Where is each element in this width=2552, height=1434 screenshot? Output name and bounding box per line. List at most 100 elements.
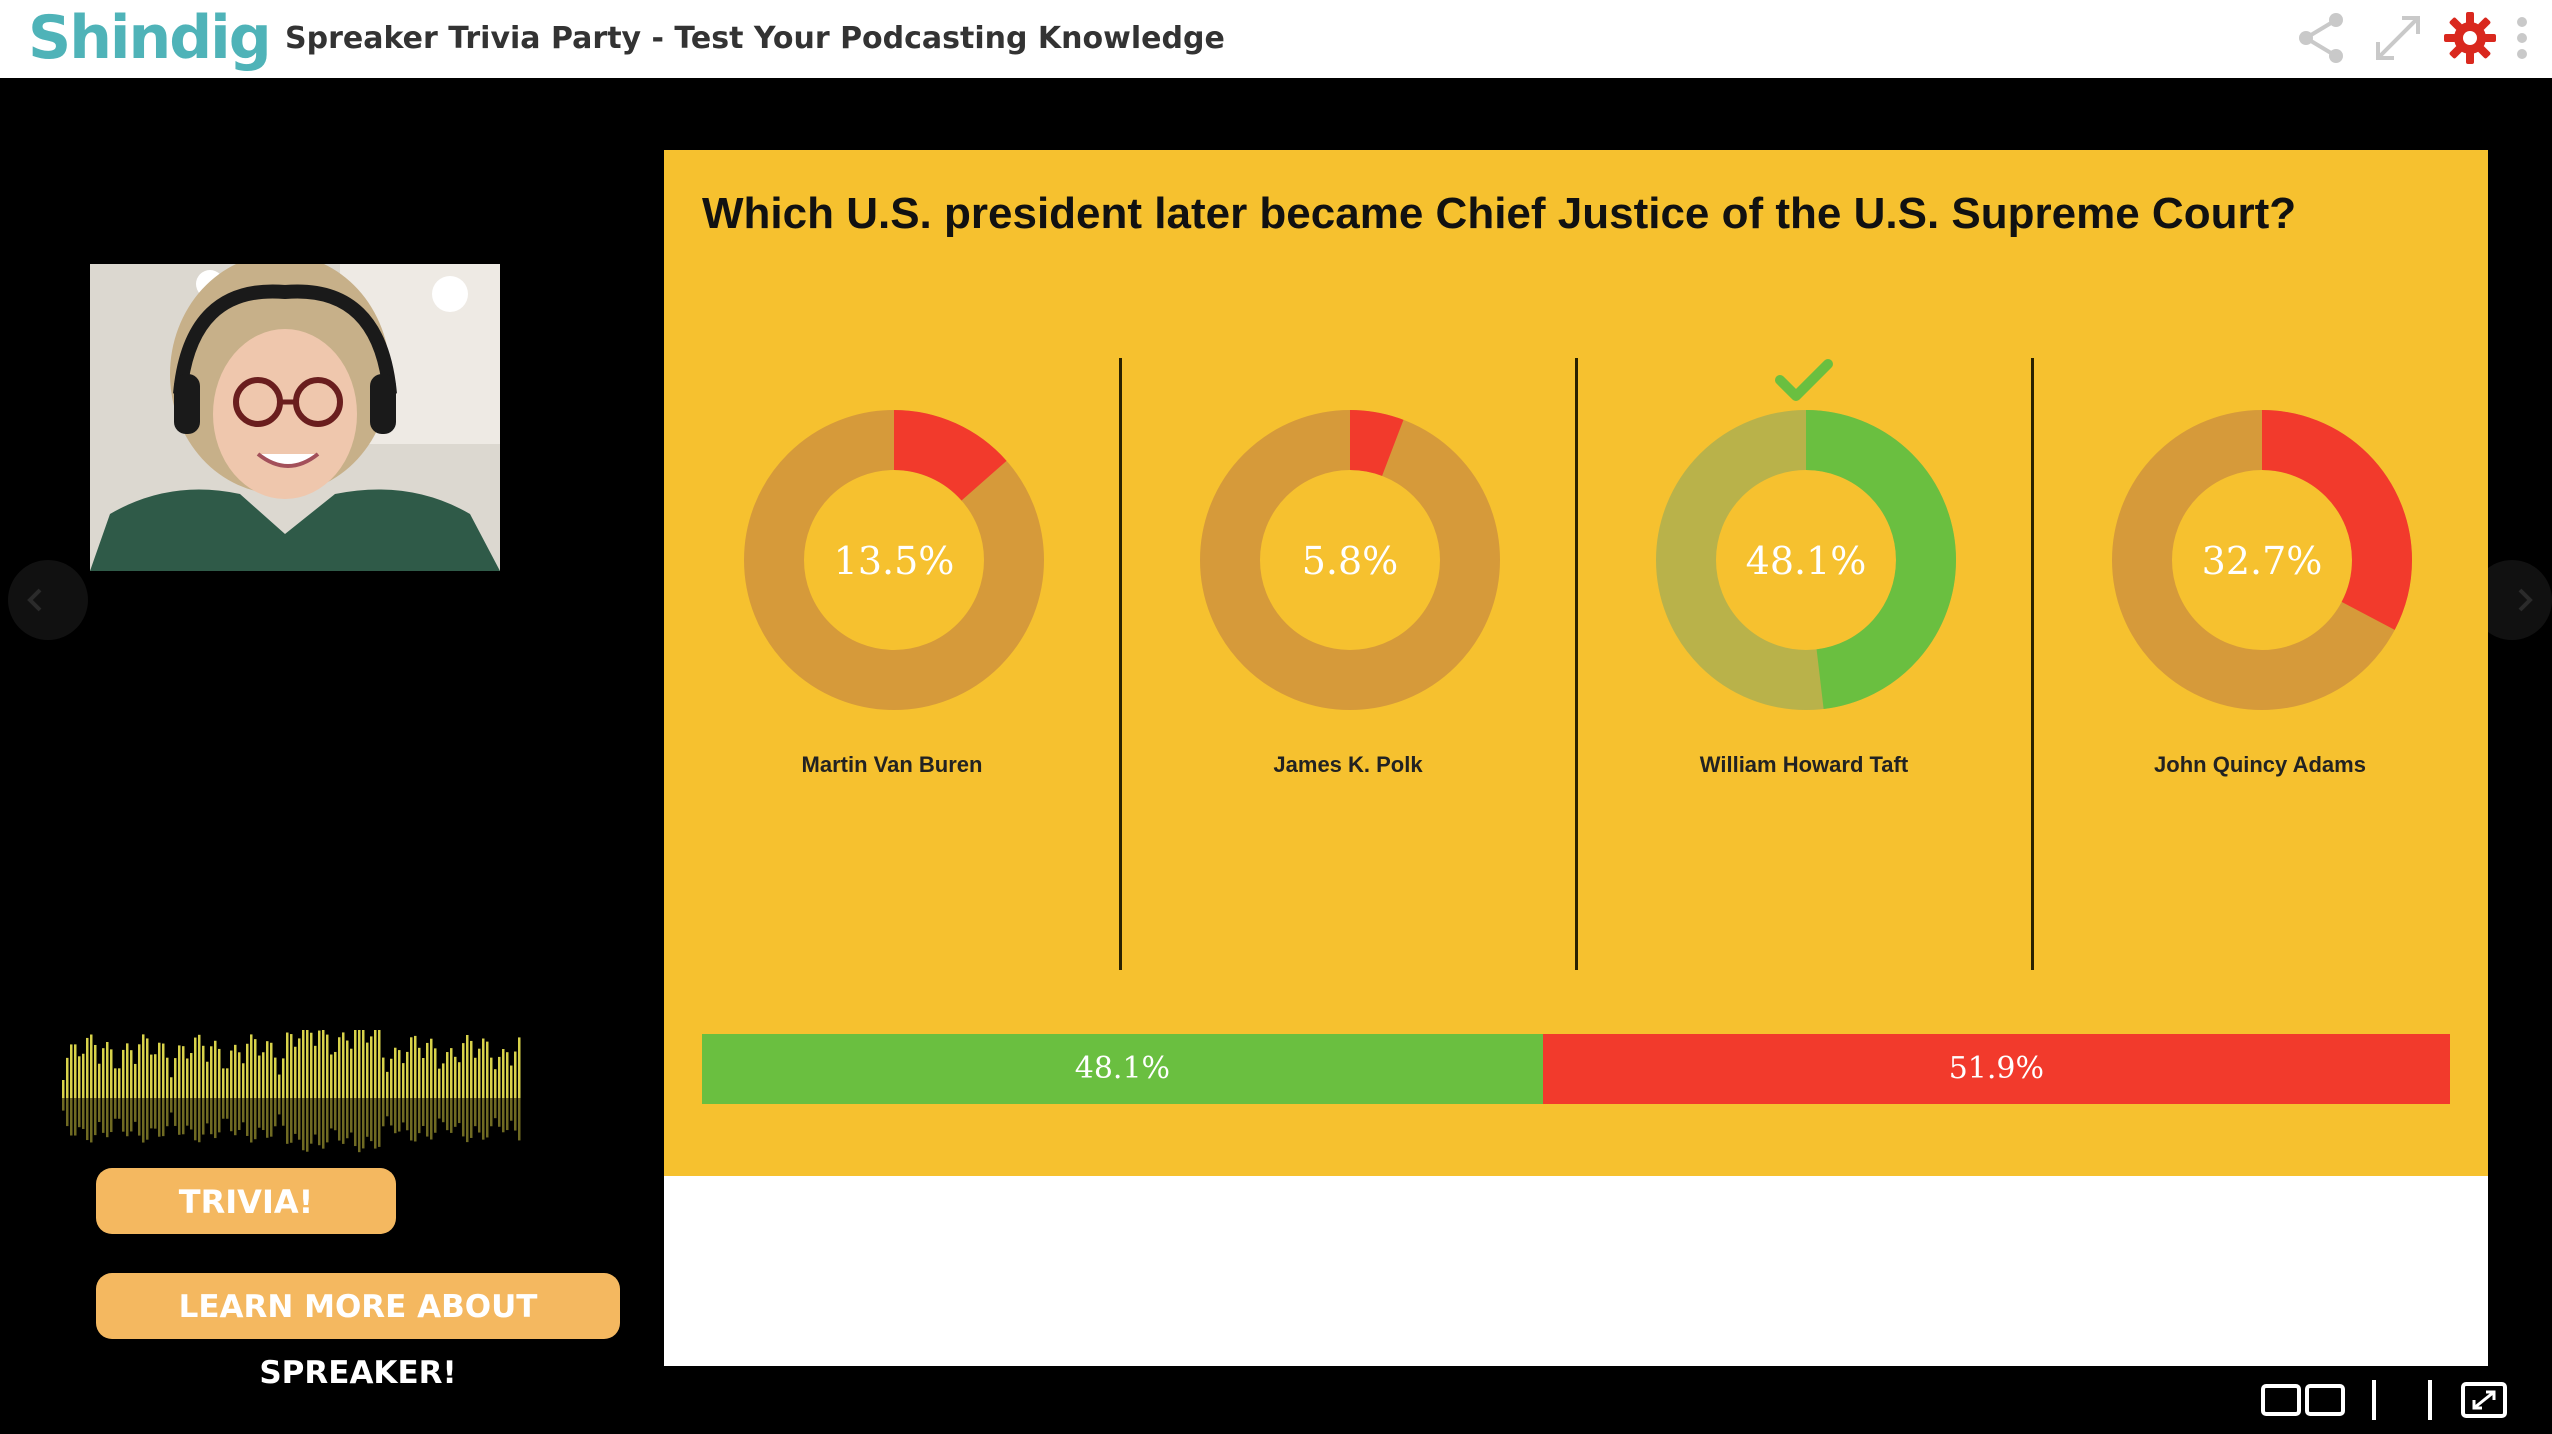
waveform-bar	[62, 1080, 65, 1098]
toolbar-divider	[2428, 1380, 2432, 1420]
correct-check-icon	[1775, 359, 1833, 401]
host-avatar	[90, 264, 500, 571]
waveform-bar	[210, 1046, 213, 1098]
settings-icon[interactable]	[2440, 8, 2500, 68]
waveform-reflection	[314, 1098, 317, 1135]
waveform-bar	[82, 1053, 85, 1098]
waveform-reflection	[262, 1098, 265, 1131]
donut-value-arc	[744, 410, 1044, 710]
waveform-reflection	[346, 1098, 349, 1139]
waveform-bar	[346, 1040, 349, 1098]
answer-label: William Howard Taft	[1699, 752, 1909, 777]
trivia-button[interactable]: TRIVIA!	[96, 1168, 396, 1234]
waveform-reflection	[482, 1098, 485, 1140]
host-video[interactable]	[90, 264, 500, 571]
waveform-reflection	[506, 1098, 509, 1131]
waveform-reflection	[330, 1098, 333, 1129]
waveform-bar	[366, 1042, 369, 1098]
result-summary-bar: 48.1% 51.9%	[702, 1034, 2450, 1104]
waveform-bar	[66, 1057, 69, 1098]
more-vertical-icon[interactable]	[2502, 8, 2542, 68]
waveform-bar	[254, 1039, 257, 1098]
waveform-reflection	[130, 1098, 133, 1132]
waveform-bar	[98, 1063, 101, 1098]
waveform-bar	[518, 1037, 521, 1098]
waveform-reflection	[170, 1098, 173, 1113]
waveform-reflection	[210, 1098, 213, 1135]
waveform-reflection	[462, 1098, 465, 1137]
waveform-reflection	[246, 1098, 249, 1136]
answer-donut: 13.5%	[744, 410, 1044, 710]
waveform-reflection	[442, 1098, 445, 1123]
waveform-reflection	[190, 1098, 193, 1130]
waveform-reflection	[298, 1098, 301, 1140]
waveform-reflection	[82, 1098, 85, 1129]
waveform-reflection	[454, 1098, 457, 1127]
waveform-bar	[338, 1037, 341, 1098]
waveform-bar	[406, 1051, 409, 1098]
event-title: Spreaker Trivia Party - Test Your Podcas…	[285, 21, 1225, 56]
waveform-reflection	[146, 1098, 149, 1140]
waveform-bar	[426, 1042, 429, 1098]
waveform-bar	[130, 1050, 133, 1098]
waveform-reflection	[362, 1098, 365, 1149]
learn-more-button[interactable]: LEARN MORE ABOUT SPREAKER!	[96, 1273, 620, 1391]
waveform-bar	[306, 1030, 309, 1098]
waveform-bar	[242, 1063, 245, 1098]
waveform-reflection	[242, 1098, 245, 1123]
waveform-bar	[410, 1037, 413, 1098]
waveform-reflection	[446, 1098, 449, 1131]
waveform-reflection	[478, 1098, 481, 1133]
expand-icon[interactable]	[2460, 1380, 2508, 1420]
waveform-bar	[334, 1051, 337, 1098]
waveform-bar	[190, 1053, 193, 1098]
waveform-reflection	[194, 1098, 197, 1141]
waveform-bar	[86, 1037, 89, 1098]
incorrect-segment: 51.9%	[1542, 1034, 2450, 1104]
waveform-reflection	[494, 1098, 497, 1119]
waveform-reflection	[258, 1098, 261, 1128]
waveform-reflection	[110, 1098, 113, 1133]
waveform-reflection	[62, 1098, 65, 1111]
previous-arrow[interactable]	[8, 560, 88, 640]
waveform-bar	[74, 1044, 77, 1098]
waveform-reflection	[402, 1098, 405, 1123]
waveform-bar	[90, 1034, 93, 1098]
waveform-reflection	[470, 1098, 473, 1138]
waveform-reflection	[134, 1098, 137, 1122]
waveform-bar	[386, 1071, 389, 1098]
waveform-bar	[378, 1030, 381, 1098]
waveform-reflection	[426, 1098, 429, 1137]
waveform-bar	[510, 1065, 513, 1098]
waveform-reflection	[106, 1098, 109, 1138]
waveform-bar	[226, 1068, 229, 1098]
shindig-logo[interactable]: Shindig	[28, 3, 272, 73]
waveform-reflection	[178, 1098, 181, 1135]
split-view-icon[interactable]	[2260, 1380, 2346, 1420]
waveform-reflection	[354, 1098, 357, 1147]
column-divider	[1575, 358, 1578, 970]
share-icon[interactable]	[2292, 8, 2352, 68]
fullscreen-icon[interactable]	[2368, 8, 2428, 68]
waveform-reflection	[406, 1098, 409, 1131]
waveform-reflection	[466, 1098, 469, 1143]
waveform-bar	[182, 1046, 185, 1098]
waveform-reflection	[202, 1098, 205, 1135]
answer-option: 48.1% William Howard Taft	[1576, 410, 2032, 950]
waveform-bar	[354, 1030, 357, 1098]
answer-label: James K. Polk	[1273, 752, 1423, 777]
waveform-bar	[270, 1042, 273, 1098]
waveform-reflection	[286, 1098, 289, 1144]
waveform-reflection	[234, 1098, 237, 1136]
waveform-bar	[474, 1057, 477, 1098]
waveform-bar	[394, 1047, 397, 1098]
toolbar-divider	[2372, 1380, 2376, 1420]
waveform-reflection	[498, 1098, 501, 1127]
waveform-reflection	[222, 1098, 225, 1119]
waveform-reflection	[206, 1098, 209, 1124]
waveform-reflection	[182, 1098, 185, 1135]
waveform-reflection	[86, 1098, 89, 1141]
waveform-reflection	[450, 1098, 453, 1133]
waveform-reflection	[438, 1098, 441, 1119]
waveform-bar	[230, 1050, 233, 1098]
